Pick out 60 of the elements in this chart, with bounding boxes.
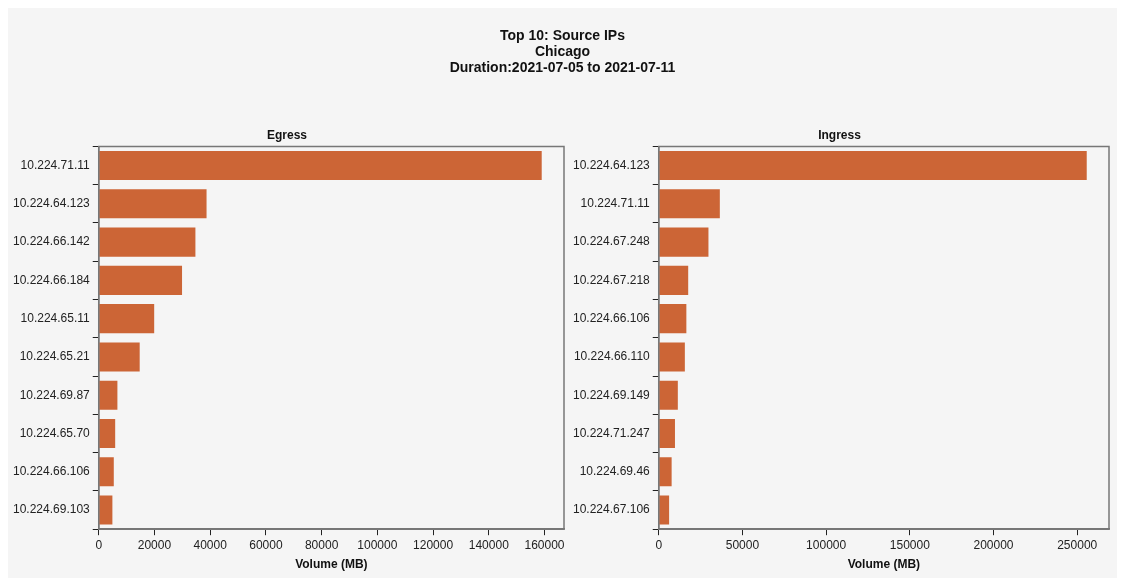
bar: [659, 457, 672, 487]
y-tick-label: 10.224.66.110: [573, 349, 651, 364]
bar: [99, 495, 113, 525]
y-tick-label: 10.224.64.123: [572, 157, 651, 172]
bar: [99, 418, 116, 449]
x-tick-label: 150000: [889, 537, 931, 552]
y-tick-label: 10.224.64.123: [12, 196, 91, 211]
bar: [99, 227, 196, 257]
chart-title: Ingress: [818, 127, 862, 142]
x-axis-title: Volume (MB): [847, 557, 921, 572]
x-tick-label: 120000: [413, 537, 454, 552]
y-tick-label: 10.224.66.106: [12, 464, 91, 479]
x-tick-label: 0: [655, 537, 663, 552]
bar: [659, 265, 689, 295]
y-tick-label: 10.224.66.142: [12, 234, 91, 249]
x-tick-label: 0: [95, 537, 103, 552]
y-tick-label: 10.224.71.247: [572, 425, 651, 440]
text: Top 10: Source IPs Chicago Duration:2021-07-05 to 2021-07-11: [448, 27, 677, 75]
y-tick-label: 10.224.65.11: [20, 310, 91, 325]
y-tick-label: 10.224.67.218: [572, 272, 651, 287]
y-tick-label: 10.224.69.46: [579, 464, 651, 479]
x-tick-label: 60000: [249, 537, 283, 552]
x-tick-label: 40000: [193, 537, 228, 552]
y-tick-label: 10.224.67.248: [572, 234, 651, 249]
x-tick-label: 50000: [725, 537, 760, 552]
bar: [659, 418, 675, 449]
bar: [99, 304, 155, 334]
y-tick-label: 10.224.66.106: [572, 310, 651, 325]
y-tick-label: 10.224.65.70: [19, 425, 91, 440]
y-tick-label: 10.224.71.11: [20, 157, 91, 172]
y-tick-label: 10.224.67.106: [572, 502, 651, 517]
bar: [99, 457, 114, 487]
y-tick-label: 10.224.71.11: [580, 196, 651, 211]
y-tick-label: 10.224.65.21: [19, 349, 91, 364]
bar: [99, 265, 183, 295]
y-tick-label: 10.224.69.87: [19, 387, 91, 402]
x-axis-title: Volume (MB): [295, 557, 368, 572]
x-tick-label: 20000: [137, 537, 172, 552]
x-tick-label: 100000: [806, 537, 847, 552]
bar: [99, 189, 207, 219]
chart-title: Egress: [266, 127, 308, 142]
bar: [99, 150, 542, 181]
bar: [659, 342, 685, 372]
x-tick-label: 140000: [468, 537, 510, 552]
y-tick-label: 10.224.66.184: [12, 272, 91, 287]
x-tick-label: 100000: [357, 537, 398, 552]
bar: [659, 304, 687, 334]
bar: [659, 495, 670, 525]
bar: [99, 342, 140, 372]
bar: [659, 150, 1087, 181]
x-tick-label: 80000: [304, 537, 339, 552]
x-tick-label: 200000: [973, 537, 1014, 552]
bar: [99, 380, 118, 410]
bar: [659, 227, 709, 257]
y-tick-label: 10.224.69.149: [572, 387, 651, 402]
x-tick-label: 160000: [524, 537, 565, 552]
bar: [659, 189, 720, 219]
bar: [659, 380, 678, 410]
x-tick-label: 250000: [1057, 537, 1098, 552]
y-tick-label: 10.224.69.103: [12, 502, 91, 517]
